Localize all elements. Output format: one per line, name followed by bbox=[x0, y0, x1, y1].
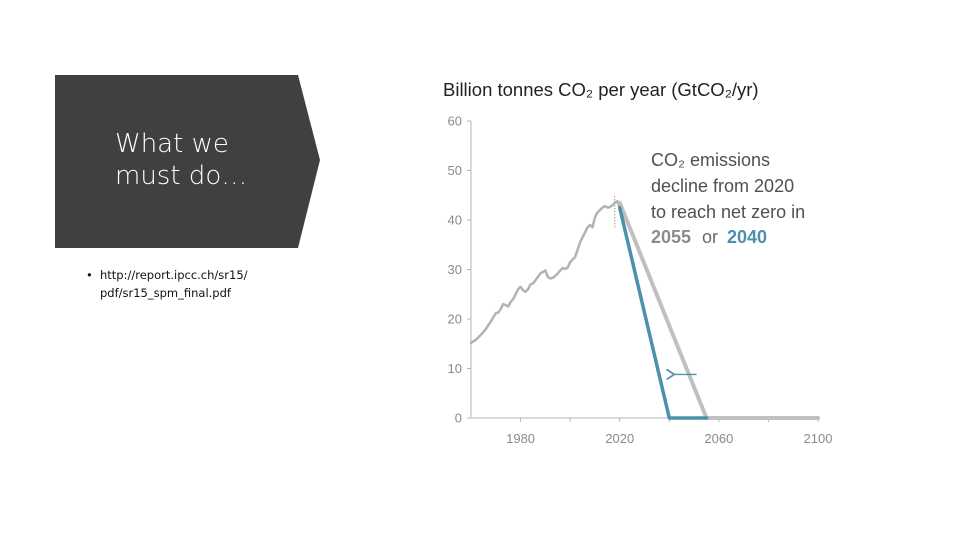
y-tick-label-40: 40 bbox=[448, 213, 462, 228]
y-tick-label-60: 60 bbox=[448, 114, 462, 129]
series-line-net-zero-by-2040 bbox=[617, 205, 709, 420]
source-link[interactable]: http://report.ipcc.ch/sr15/ pdf/sr15_spm… bbox=[86, 266, 296, 302]
x-tick-label-1980: 1980 bbox=[506, 431, 535, 446]
slide-title: What we must do… bbox=[115, 128, 247, 192]
annotation-year-2040: 2040 bbox=[727, 227, 767, 247]
annotation-year-2055: 2055 bbox=[651, 227, 691, 247]
y-tick-label-20: 20 bbox=[448, 312, 462, 327]
chart-title: Billion tonnes CO₂ per year (GtCO₂/yr) bbox=[443, 79, 759, 100]
annotation-line-3: to reach net zero in bbox=[651, 202, 805, 222]
annotation-line-1: CO₂ emissions bbox=[651, 150, 770, 170]
series-line-historical-emissions bbox=[469, 199, 621, 345]
source-link-line-2: pdf/sr15_spm_final.pdf bbox=[100, 286, 231, 300]
y-tick-label-50: 50 bbox=[448, 163, 462, 178]
y-tick-label-10: 10 bbox=[448, 361, 462, 376]
annotation-line-2: decline from 2020 bbox=[651, 176, 794, 196]
title-line-2: must do… bbox=[115, 161, 248, 191]
title-line-1: What we bbox=[115, 129, 229, 159]
x-tick-label-2020: 2020 bbox=[605, 431, 634, 446]
annotation-line-4: 2055 or 2040 bbox=[651, 227, 767, 247]
source-bullet: • http://report.ipcc.ch/sr15/ pdf/sr15_s… bbox=[86, 266, 296, 302]
x-tick-label-2100: 2100 bbox=[804, 431, 833, 446]
x-tick-label-2060: 2060 bbox=[704, 431, 733, 446]
annotation: CO₂ emissions decline from 2020 to reach… bbox=[651, 150, 805, 222]
annotation-conjunction: or bbox=[702, 227, 718, 247]
y-tick-label-0: 0 bbox=[455, 411, 462, 426]
y-tick-label-30: 30 bbox=[448, 262, 462, 277]
source-link-line-1: http://report.ipcc.ch/sr15/ bbox=[100, 268, 248, 282]
bullet-marker: • bbox=[86, 268, 93, 282]
